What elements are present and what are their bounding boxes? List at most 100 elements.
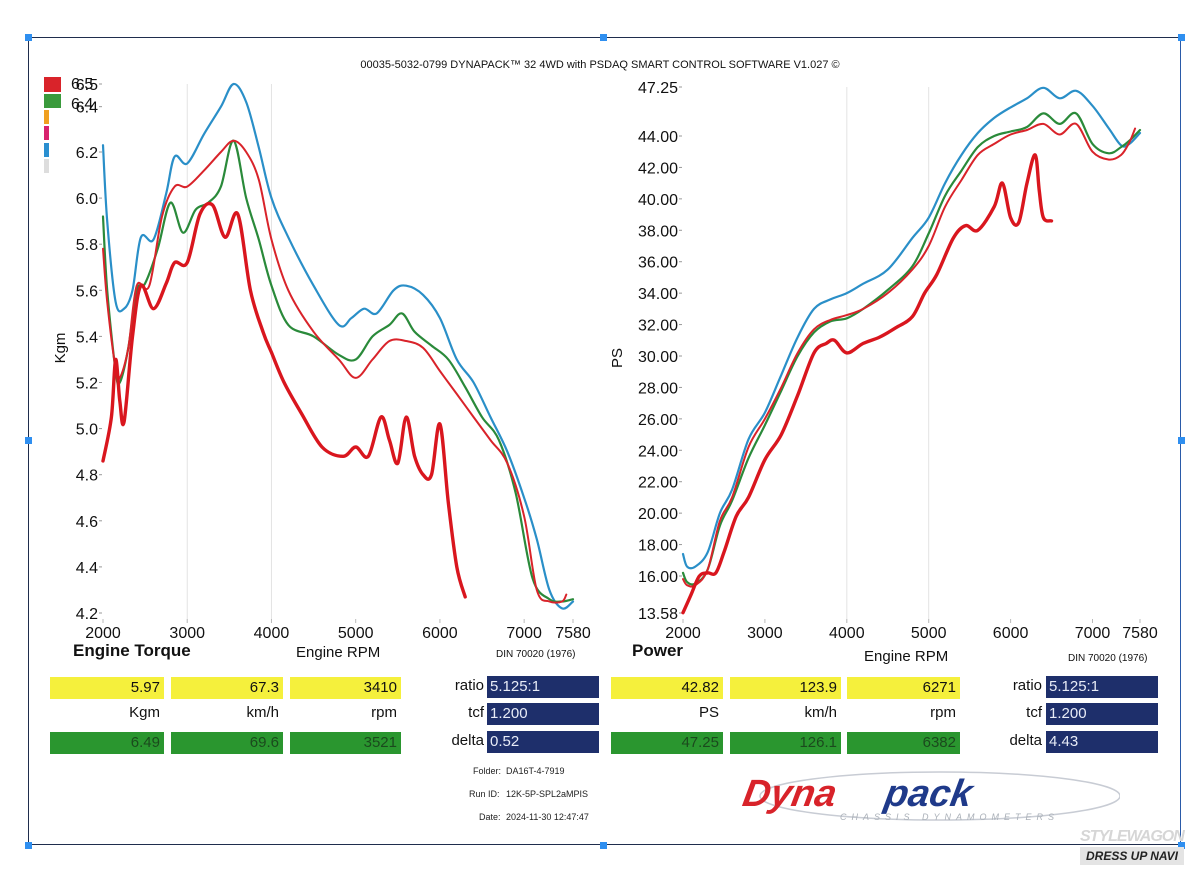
resize-handle-tl[interactable] bbox=[25, 34, 32, 41]
power-param-delta-value: 4.43 bbox=[1046, 731, 1158, 753]
power-readout-ps: 42.82 bbox=[611, 677, 723, 699]
torque-ytick-label: 6.4 bbox=[76, 100, 98, 117]
run-id-value: 12K-5P-SPL2aMPIS bbox=[506, 789, 589, 799]
torque-series-blue[interactable] bbox=[101, 82, 575, 610]
torque-readout-kgm: 5.97 bbox=[50, 677, 164, 699]
power-xtick-label: 4000 bbox=[829, 625, 865, 642]
torque-ytick-label: 6.5 bbox=[76, 77, 98, 94]
power-ytick-label: 30.00 bbox=[638, 349, 678, 366]
torque-peak-rpm: 3521 bbox=[290, 732, 401, 754]
torque-ytick-label: 4.2 bbox=[76, 606, 98, 623]
torque-unit-rpm: rpm bbox=[371, 704, 397, 721]
watermark: STYLEWAGON DRESS UP NAVI bbox=[1080, 828, 1185, 865]
power-ytick-label: 18.00 bbox=[638, 538, 678, 555]
resize-handle-tr[interactable] bbox=[1178, 34, 1185, 41]
torque-readout-rpm: 3410 bbox=[290, 677, 401, 699]
legend-swatch-magenta[interactable] bbox=[44, 126, 49, 140]
logo-tagline: CHASSIS DYNAMOMETERS bbox=[840, 812, 1059, 822]
torque-peak-kgm: 6.49 bbox=[50, 732, 164, 754]
legend-swatch-grey[interactable] bbox=[44, 159, 49, 173]
power-xaxis-label: Engine RPM bbox=[864, 648, 948, 665]
resize-handle-bm[interactable] bbox=[600, 842, 607, 849]
power-param-tcf-label: tcf bbox=[1026, 704, 1042, 721]
torque-ytick-label: 6.2 bbox=[76, 145, 98, 162]
power-xtick-label: 2000 bbox=[665, 625, 701, 642]
power-series-red_thick[interactable] bbox=[681, 153, 1054, 615]
power-din-note: DIN 70020 (1976) bbox=[1068, 653, 1148, 664]
power-param-tcf-value: 1.200 bbox=[1046, 703, 1158, 725]
date-value: 2024-11-30 12:47:47 bbox=[506, 812, 589, 822]
folder-label: Folder: bbox=[473, 766, 502, 776]
torque-ytick-label: 4.4 bbox=[76, 560, 98, 577]
power-ytick-label: 28.00 bbox=[638, 380, 678, 397]
power-unit-kmh: km/h bbox=[804, 704, 837, 721]
power-peak-rpm: 6382 bbox=[847, 732, 960, 754]
power-ytick-label: 16.00 bbox=[638, 569, 678, 586]
power-ytick-label: 32.00 bbox=[638, 318, 678, 335]
resize-handle-mr[interactable] bbox=[1178, 437, 1185, 444]
torque-readout-kmh: 67.3 bbox=[171, 677, 283, 699]
legend-label-green: 6.4 bbox=[71, 96, 94, 113]
date-label: Date: bbox=[479, 812, 501, 822]
power-series-red_thin[interactable] bbox=[682, 122, 1137, 588]
torque-series-green[interactable] bbox=[101, 139, 575, 603]
logo-pack: pack bbox=[881, 772, 978, 815]
torque-ytick-label: 5.0 bbox=[76, 422, 98, 439]
power-unit-ps: PS bbox=[698, 704, 719, 721]
torque-ytick-label: 4.8 bbox=[76, 468, 98, 485]
logo-swoosh bbox=[759, 771, 1120, 821]
torque-param-delta-value: 0.52 bbox=[487, 731, 599, 753]
torque-xtick-label: 6000 bbox=[422, 625, 458, 642]
power-xtick-label: 6000 bbox=[993, 625, 1029, 642]
power-param-ratio-label: ratio bbox=[1012, 677, 1042, 694]
power-param-delta-label: delta bbox=[1009, 732, 1042, 749]
power-ytick-label: 36.00 bbox=[638, 255, 678, 272]
torque-peak-kmh: 69.6 bbox=[171, 732, 283, 754]
power-ytick-label: 20.00 bbox=[638, 506, 678, 523]
power-ytick-label: 44.00 bbox=[638, 129, 678, 146]
legend-swatch-red[interactable] bbox=[44, 77, 61, 92]
resize-handle-ml[interactable] bbox=[25, 437, 32, 444]
power-xtick-label: 3000 bbox=[747, 625, 783, 642]
logo-dyna: Dyna bbox=[740, 772, 840, 815]
power-series-green[interactable] bbox=[681, 111, 1142, 586]
resize-handle-bl[interactable] bbox=[25, 842, 32, 849]
torque-unit-kmh: km/h bbox=[246, 704, 279, 721]
power-ytick-label: 24.00 bbox=[638, 443, 678, 460]
torque-series-red_thick[interactable] bbox=[101, 201, 467, 599]
power-readout-kmh: 123.9 bbox=[730, 677, 841, 699]
torque-param-ratio-label: ratio bbox=[454, 677, 484, 694]
legend-swatch-blue[interactable] bbox=[44, 143, 49, 157]
torque-ytick-label: 6.0 bbox=[76, 191, 98, 208]
power-ytick-label: 13.58 bbox=[638, 606, 678, 623]
torque-xaxis-label: Engine RPM bbox=[296, 644, 380, 661]
power-peak-ps: 47.25 bbox=[611, 732, 723, 754]
report-title: 00035-5032-0799 DYNAPACK™ 32 4WD with PS… bbox=[360, 59, 840, 71]
dynapack-logo: Dyna pack CHASSIS DYNAMOMETERS bbox=[740, 771, 1120, 822]
resize-handle-br[interactable] bbox=[1178, 842, 1185, 849]
power-yaxis-label: PS bbox=[609, 348, 626, 368]
torque-xtick-label: 2000 bbox=[85, 625, 121, 642]
power-series-blue[interactable] bbox=[681, 86, 1142, 570]
torque-param-delta-label: delta bbox=[451, 732, 484, 749]
torque-ytick-label: 5.4 bbox=[76, 329, 98, 346]
torque-param-tcf-label: tcf bbox=[468, 704, 484, 721]
legend-label-red: 6.5 bbox=[71, 76, 94, 93]
torque-unit-kgm: Kgm bbox=[129, 704, 160, 721]
torque-xtick-label: 7580 bbox=[555, 625, 591, 642]
legend-swatch-green[interactable] bbox=[44, 94, 61, 108]
watermark-top: STYLEWAGON bbox=[1080, 828, 1185, 845]
legend-swatch-orange[interactable] bbox=[44, 110, 49, 124]
power-ytick-label: 42.00 bbox=[638, 160, 678, 177]
folder-value: DA16T-4-7919 bbox=[506, 766, 565, 776]
run-id-label: Run ID: bbox=[469, 789, 500, 799]
resize-handle-tm[interactable] bbox=[600, 34, 607, 41]
power-ytick-label: 38.00 bbox=[638, 223, 678, 240]
torque-ytick-label: 5.6 bbox=[76, 283, 98, 300]
torque-series-red_thin[interactable] bbox=[102, 139, 568, 604]
torque-xtick-label: 3000 bbox=[169, 625, 205, 642]
power-ytick-label: 22.00 bbox=[638, 475, 678, 492]
torque-chart-title: Engine Torque bbox=[73, 641, 191, 660]
power-ytick-label: 47.25 bbox=[638, 80, 678, 97]
